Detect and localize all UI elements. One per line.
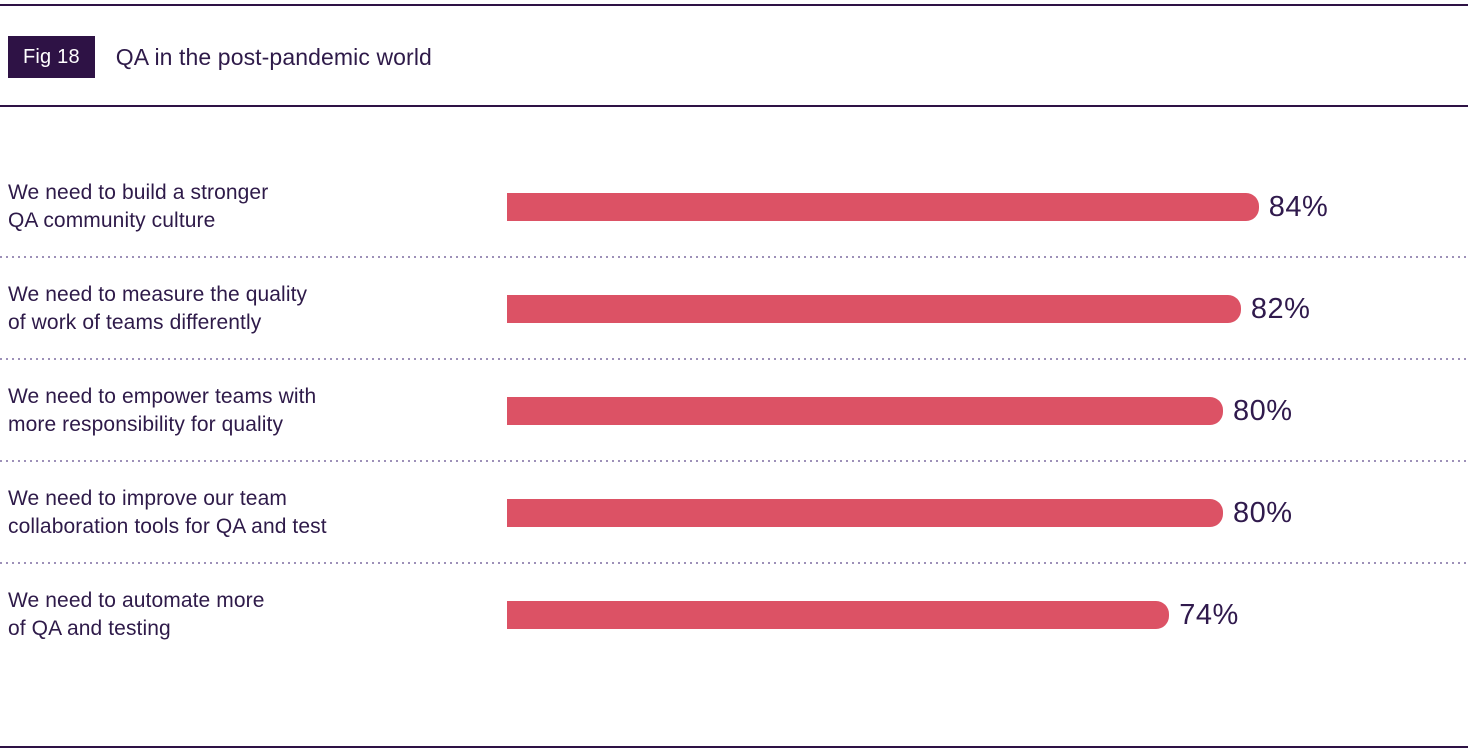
category-label: We need to build a stronger QA community…	[8, 181, 269, 232]
chart-row: We need to improve our team collaboratio…	[0, 462, 1468, 564]
top-rule	[0, 4, 1468, 6]
value-label: 82%	[1250, 292, 1311, 325]
value-label: 74%	[1179, 598, 1239, 631]
chart-row: We need to build a stronger QA community…	[0, 156, 1468, 258]
bar	[507, 601, 1170, 629]
category-label: We need to empower teams with more respo…	[8, 385, 317, 436]
chart-row: We need to empower teams with more respo…	[0, 360, 1468, 462]
bar	[507, 397, 1223, 425]
figure-header: Fig 18 QA in the post-pandemic world	[8, 36, 1468, 78]
chart-row: We need to measure the quality of work o…	[0, 258, 1468, 360]
bar-track: 84%	[507, 191, 1402, 224]
chart-row: We need to automate more of QA and testi…	[0, 564, 1468, 666]
value-label: 84%	[1268, 190, 1329, 223]
category-label: We need to automate more of QA and testi…	[8, 589, 265, 640]
category-label: We need to improve our team collaboratio…	[8, 487, 327, 538]
value-label: 80%	[1233, 496, 1293, 529]
header-rule	[0, 105, 1468, 107]
bar-track: 80%	[507, 497, 1402, 530]
bar	[507, 499, 1223, 527]
bar-track: 80%	[507, 395, 1402, 428]
figure-number-badge: Fig 18	[8, 36, 95, 78]
bar	[507, 295, 1241, 323]
bar-track: 74%	[507, 599, 1402, 632]
figure-title: QA in the post-pandemic world	[115, 43, 432, 70]
bar	[507, 193, 1259, 221]
bottom-rule	[0, 746, 1468, 748]
bar-chart: We need to build a stronger QA community…	[0, 106, 1468, 666]
category-label: We need to measure the quality of work o…	[8, 283, 308, 334]
value-label: 80%	[1233, 394, 1293, 427]
bar-track: 82%	[507, 293, 1402, 326]
